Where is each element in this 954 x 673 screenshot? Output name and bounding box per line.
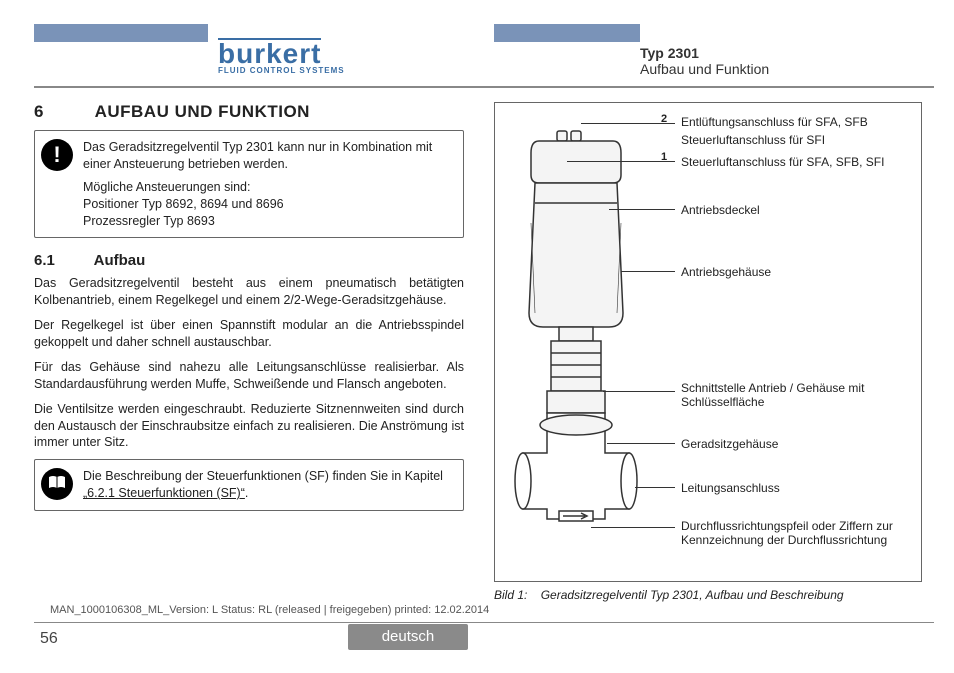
callouts-layer: 2 1 Entlüftungsanschluss für SFA, SFB St… — [495, 103, 921, 581]
leader-7 — [607, 443, 675, 444]
warning-note: ! Das Geradsitzregelventil Typ 2301 kann… — [34, 130, 464, 238]
leader-4 — [609, 209, 675, 210]
warning-icon: ! — [41, 139, 73, 171]
logo-brand: burkert — [218, 38, 321, 69]
leader-9 — [591, 527, 675, 528]
paragraph-3: Für das Gehäuse sind nahezu alle Leitung… — [34, 359, 464, 393]
header-subtitle: Aufbau und Funktion — [640, 61, 769, 77]
figure-caption: Bild 1: Geradsitzregelventil Typ 2301, A… — [494, 588, 922, 602]
callout-4: Antriebsdeckel — [681, 203, 911, 217]
right-column: 2 1 Entlüftungsanschluss für SFA, SFB St… — [494, 102, 922, 602]
book-icon — [41, 468, 73, 500]
header-rule — [34, 86, 934, 88]
callout-5: Antriebsgehäuse — [681, 265, 911, 279]
callout-6: Schnittstelle Antrieb / Gehäuse mit Schl… — [681, 381, 911, 410]
callout-3: Steuerluftanschluss für SFA, SFB, SFI — [681, 155, 911, 169]
leader-6 — [603, 391, 675, 392]
subsection-heading: 6.1 Aufbau — [34, 252, 464, 269]
footer-meta: MAN_1000106308_ML_Version: L Status: RL … — [50, 604, 489, 616]
header-right: Typ 2301 Aufbau und Funktion — [640, 45, 769, 77]
port-number-2: 2 — [661, 113, 667, 125]
header-typ: Typ 2301 — [640, 45, 769, 61]
paragraph-2: Der Regelkegel ist über einen Spannstift… — [34, 317, 464, 351]
paragraph-4: Die Ventilsitze werden eingeschraubt. Re… — [34, 401, 464, 452]
logo-tagline: FLUID CONTROL SYSTEMS — [218, 66, 345, 75]
leader-5 — [621, 271, 675, 272]
header-accent-left — [34, 24, 208, 42]
subsection-title: Aufbau — [94, 252, 146, 269]
callout-7: Geradsitzgehäuse — [681, 437, 911, 451]
page-number: 56 — [40, 630, 58, 648]
figure-box: 2 1 Entlüftungsanschluss für SFA, SFB St… — [494, 102, 922, 582]
caption-text: Geradsitzregelventil Typ 2301, Aufbau un… — [541, 588, 844, 602]
page: burkert FLUID CONTROL SYSTEMS Typ 2301 A… — [0, 0, 954, 673]
callout-2: Steuerluftanschluss für SFI — [681, 133, 911, 147]
info-note: Die Beschreibung der Steuerfunktionen (S… — [34, 459, 464, 511]
callout-8: Leitungsanschluss — [681, 481, 911, 495]
logo: burkert FLUID CONTROL SYSTEMS — [218, 38, 345, 75]
header-accent-right — [494, 24, 640, 42]
callout-9: Durchflussrichtungspfeil oder Ziffern zu… — [681, 519, 911, 548]
language-badge: deutsch — [348, 624, 468, 650]
footer-rule — [34, 622, 934, 623]
port-number-1: 1 — [661, 151, 667, 163]
info-note-link[interactable]: „6.2.1 Steuerfunktionen (SF)“ — [83, 486, 245, 500]
callout-1: Entlüftungsanschluss für SFA, SFB — [681, 115, 911, 129]
subsection-number: 6.1 — [34, 252, 90, 269]
note-line-3: Positioner Typ 8692, 8694 und 8696 — [83, 196, 453, 213]
info-note-text-a: Die Beschreibung der Steuerfunktionen (S… — [83, 469, 443, 483]
section-number: 6 — [34, 102, 90, 122]
note-line-1: Das Geradsitzregelventil Typ 2301 kann n… — [83, 139, 453, 173]
section-title: AUFBAU UND FUNKTION — [95, 102, 310, 121]
section-heading: 6 AUFBAU UND FUNKTION — [34, 102, 464, 122]
leader-3 — [567, 161, 675, 162]
leader-8 — [635, 487, 675, 488]
paragraph-1: Das Geradsitzregelventil besteht aus ein… — [34, 275, 464, 309]
left-column: 6 AUFBAU UND FUNKTION ! Das Geradsitzreg… — [34, 102, 464, 525]
caption-label: Bild 1: — [494, 588, 527, 602]
note-line-2: Mögliche Ansteuerungen sind: — [83, 179, 453, 196]
info-note-text-b: . — [245, 486, 248, 500]
note-line-4: Prozessregler Typ 8693 — [83, 213, 453, 230]
